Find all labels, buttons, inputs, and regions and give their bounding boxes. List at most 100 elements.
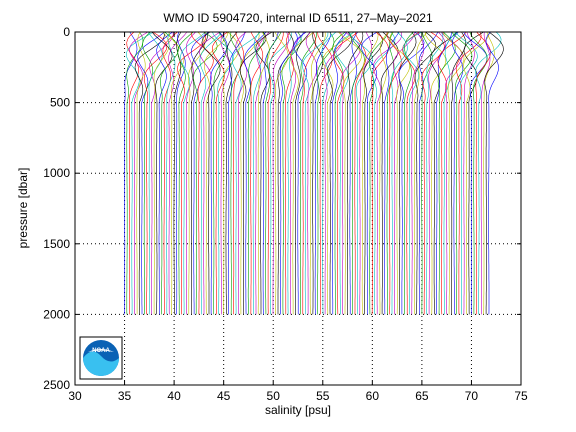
salinity-profile-line <box>463 31 475 315</box>
salinity-profile-line <box>231 31 261 315</box>
salinity-profile-line <box>338 31 362 315</box>
salinity-profile-line <box>361 31 378 315</box>
salinity-profile-line <box>389 31 411 315</box>
salinity-profile-line <box>137 31 165 315</box>
salinity-profile-line <box>225 31 238 315</box>
salinity-profile-line <box>201 31 221 315</box>
salinity-profile-line <box>372 31 396 315</box>
salinity-profile-line <box>293 31 308 315</box>
salinity-profile-line <box>316 31 335 315</box>
salinity-profile-line <box>193 31 218 315</box>
salinity-profile-line <box>469 31 488 315</box>
salinity-profile-line <box>233 31 245 315</box>
salinity-profile-line <box>136 31 146 315</box>
salinity-profile-line <box>391 31 408 315</box>
salinity-profile-line <box>268 31 292 315</box>
salinity-profile-line <box>455 31 478 315</box>
salinity-profile-line <box>340 31 361 315</box>
salinity-profile-line <box>199 31 222 315</box>
salinity-profile-line <box>220 31 231 315</box>
salinity-profile-line <box>211 31 228 315</box>
salinity-profile-line <box>173 31 182 315</box>
salinity-profile-line <box>126 31 139 315</box>
axes-frame <box>74 31 522 386</box>
salinity-profile-line <box>302 31 329 315</box>
salinity-profile-line <box>191 31 209 315</box>
salinity-profile-line <box>485 31 499 315</box>
salinity-profile-line <box>326 31 353 315</box>
salinity-profile-line <box>437 31 467 315</box>
x-tick-label: 45 <box>217 389 231 403</box>
salinity-profile-line <box>166 31 176 315</box>
salinity-profile-line <box>305 31 318 315</box>
salinity-profile-line <box>372 31 403 315</box>
salinity-profile-line <box>398 31 425 315</box>
y-tick-label: 1500 <box>43 237 70 251</box>
salinity-profile-line <box>421 31 445 315</box>
salinity-profile-line <box>392 31 415 315</box>
logo-wave <box>83 351 119 376</box>
salinity-profile-line <box>134 31 165 315</box>
salinity-profile-line <box>212 31 234 315</box>
y-tick-label: 2000 <box>43 307 70 321</box>
salinity-profile-line <box>126 31 144 315</box>
salinity-profile-line <box>210 31 228 315</box>
salinity-profile-line <box>475 31 491 315</box>
salinity-profile-line <box>274 31 289 315</box>
salinity-profile-line <box>418 31 439 315</box>
salinity-profile-line <box>272 31 290 315</box>
salinity-profile-line <box>379 31 390 315</box>
y-axis-ticks: 0 500 1000 1500 2000 2500 <box>43 25 521 392</box>
salinity-profile-line <box>349 31 365 315</box>
salinity-profile-line <box>347 31 364 315</box>
salinity-profile-line <box>279 31 298 315</box>
salinity-profile-line <box>322 31 354 315</box>
salinity-profile-line <box>180 31 206 315</box>
salinity-profile-line <box>443 31 457 315</box>
salinity-profile-line <box>299 32 317 315</box>
salinity-profile-line <box>483 31 495 315</box>
salinity-profile-line <box>143 31 168 315</box>
salinity-profile-line <box>386 32 402 315</box>
x-tick-label: 30 <box>68 389 82 403</box>
salinity-profile-line <box>222 31 240 315</box>
salinity-profile-line <box>384 31 400 315</box>
salinity-profile-line <box>190 31 214 315</box>
y-tick-label: 500 <box>50 96 70 110</box>
salinity-profile-line <box>252 31 262 315</box>
x-tick-label: 35 <box>118 389 132 403</box>
salinity-profile-line <box>428 31 446 315</box>
x-tick-label: 65 <box>415 389 429 403</box>
salinity-profile-line <box>414 31 436 315</box>
salinity-profile-line <box>199 31 221 315</box>
y-tick-label: 0 <box>63 25 70 39</box>
x-tick-label: 55 <box>316 389 330 403</box>
salinity-profile-line <box>349 31 374 315</box>
salinity-profile-line <box>290 31 314 315</box>
salinity-profile-line <box>290 31 306 315</box>
salinity-profile-line <box>380 31 399 315</box>
y-tick-label: 1000 <box>43 166 70 180</box>
salinity-profile-line <box>359 31 373 315</box>
salinity-profile-line <box>361 31 379 315</box>
noaa-logo: NOAA <box>79 336 123 380</box>
salinity-profile-line <box>247 31 265 315</box>
salinity-profile-line <box>451 31 473 315</box>
salinity-profile-line <box>451 31 464 315</box>
salinity-profile-line <box>349 31 358 315</box>
salinity-profile-line <box>411 31 425 315</box>
x-tick-label: 40 <box>167 389 181 403</box>
salinity-profile-line <box>162 31 178 315</box>
salinity-profile-line <box>281 31 302 315</box>
salinity-profile-line <box>333 31 359 315</box>
salinity-profile-line <box>151 31 173 315</box>
salinity-profile-line <box>332 31 346 315</box>
salinity-profile-line <box>230 31 242 315</box>
salinity-profile-line <box>156 31 173 315</box>
salinity-profile-line <box>402 31 423 315</box>
salinity-profiles <box>124 31 504 315</box>
salinity-profile-line <box>124 31 138 315</box>
salinity-profile-line <box>441 31 463 315</box>
salinity-profile-line <box>257 31 270 315</box>
